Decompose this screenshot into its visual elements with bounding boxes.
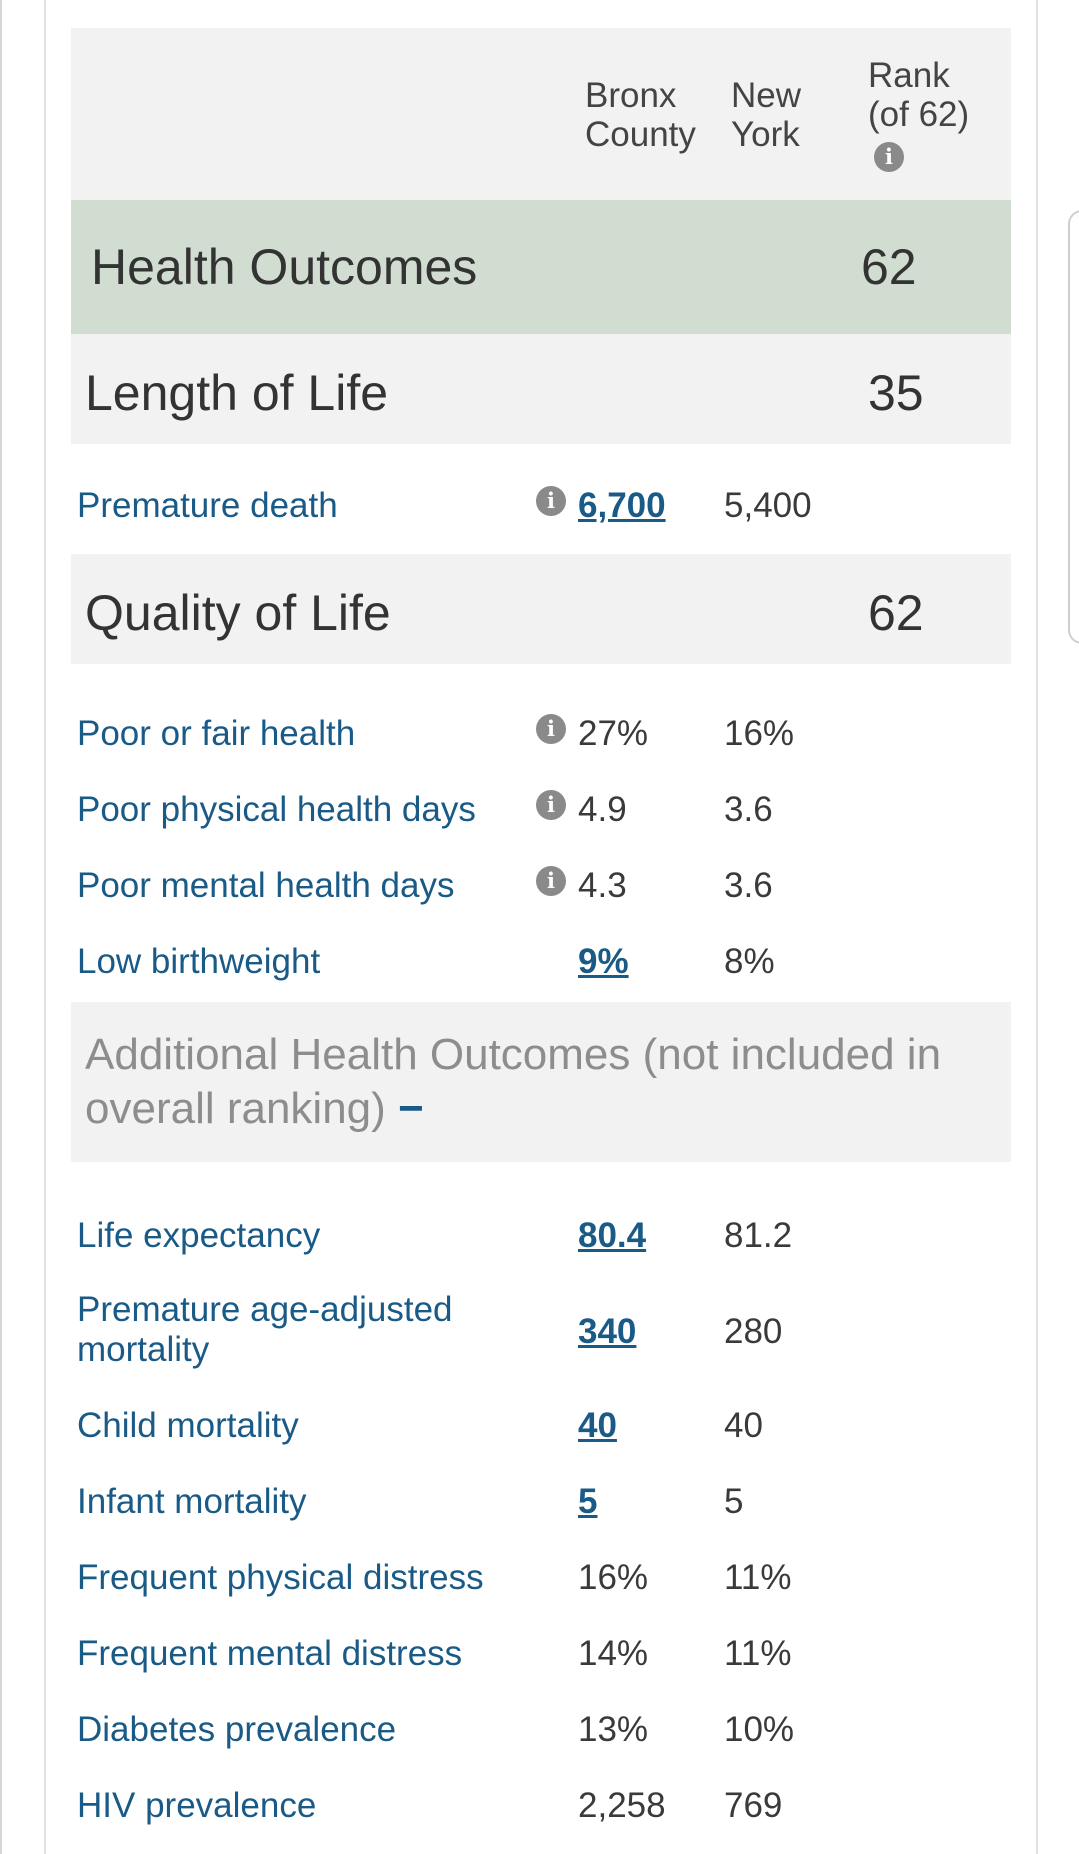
metric-row-hiv-prevalence: HIV prevalence 2,258 769 [0, 1786, 1079, 1846]
state-value: 3.6 [724, 866, 773, 905]
county-value: 14% [578, 1634, 649, 1673]
state-value: 10% [724, 1710, 795, 1749]
metric-row-frequent-mental-distress: Frequent mental distress 14% 11% [0, 1634, 1079, 1694]
additional-outcomes-header[interactable]: Additional Health Outcomes (not included… [71, 1002, 1011, 1162]
state-value: 81.2 [724, 1216, 793, 1255]
county-value: 13% [578, 1710, 649, 1749]
metric-row-infant-mortality: Infant mortality 5 5 [0, 1482, 1079, 1542]
metric-name[interactable]: Life expectancy [77, 1216, 321, 1255]
state-value: 5 [724, 1482, 744, 1521]
county-value: 4.3 [578, 866, 627, 905]
section-title: Quality of Life [85, 585, 391, 641]
metric-row-premature-death: Premature death i 6,700 5,400 [0, 486, 1079, 546]
state-value: 16% [724, 714, 795, 753]
metric-name[interactable]: Premature death [77, 486, 338, 525]
state-value: 8% [724, 942, 775, 981]
collapse-icon[interactable]: − [398, 1084, 424, 1133]
table-header: Bronx County New York Rank (of 62) i [71, 28, 1011, 200]
county-value: 2,258 [578, 1786, 666, 1825]
county-value-link[interactable]: 9% [578, 942, 629, 981]
info-icon[interactable]: i [536, 790, 566, 820]
county-value: 27% [578, 714, 649, 753]
section-rank: 35 [868, 365, 924, 421]
county-value: 4.9 [578, 790, 627, 829]
county-value-link[interactable]: 340 [578, 1312, 637, 1351]
metric-name[interactable]: Poor physical health days [77, 790, 476, 829]
metric-name[interactable]: Premature age-adjusted mortality [77, 1290, 453, 1369]
metric-name[interactable]: Frequent mental distress [77, 1634, 463, 1673]
side-drawer-handle[interactable] [1068, 210, 1079, 644]
metric-name[interactable]: Child mortality [77, 1406, 299, 1445]
metric-name[interactable]: Infant mortality [77, 1482, 307, 1521]
metric-row-poor-fair-health: Poor or fair health i 27% 16% [0, 714, 1079, 774]
metric-name[interactable]: HIV prevalence [77, 1786, 317, 1825]
county-value-link[interactable]: 40 [578, 1406, 617, 1445]
section-title: Length of Life [85, 365, 389, 421]
metric-row-diabetes-prevalence: Diabetes prevalence 13% 10% [0, 1710, 1079, 1770]
metric-name[interactable]: Frequent physical distress [77, 1558, 484, 1597]
section-rank: 62 [868, 585, 924, 641]
metric-name[interactable]: Poor or fair health [77, 714, 356, 753]
rank-info-icon[interactable]: i [874, 142, 904, 172]
quality-of-life-row[interactable]: Quality of Life 62 [71, 554, 1011, 664]
section-rank: 62 [861, 239, 917, 295]
state-value: 40 [724, 1406, 763, 1445]
section-title: Health Outcomes [91, 239, 478, 295]
metric-name[interactable]: Low birthweight [77, 942, 321, 981]
metric-row-poor-mental-days: Poor mental health days i 4.3 3.6 [0, 866, 1079, 926]
metric-row-life-expectancy: Life expectancy 80.4 81.2 [0, 1216, 1079, 1276]
county-column-header: Bronx County [585, 76, 696, 154]
metric-row-low-birthweight: Low birthweight 9% 8% [0, 942, 1079, 1002]
metric-name[interactable]: Diabetes prevalence [77, 1710, 397, 1749]
rank-column-header: Rank (of 62) [868, 56, 970, 134]
county-value: 16% [578, 1558, 649, 1597]
state-column-header: New York [731, 76, 802, 154]
state-value: 280 [724, 1312, 783, 1351]
info-icon[interactable]: i [536, 714, 566, 744]
metric-name[interactable]: Poor mental health days [77, 866, 455, 905]
state-value: 5,400 [724, 486, 812, 525]
metric-row-poor-physical-days: Poor physical health days i 4.9 3.6 [0, 790, 1079, 850]
state-value: 11% [724, 1558, 792, 1597]
county-value-link[interactable]: 6,700 [578, 486, 666, 525]
county-value-link[interactable]: 80.4 [578, 1216, 647, 1255]
state-value: 11% [724, 1634, 792, 1673]
state-value: 769 [724, 1786, 783, 1825]
length-of-life-row[interactable]: Length of Life 35 [71, 334, 1011, 444]
metric-row-child-mortality: Child mortality 40 40 [0, 1406, 1079, 1466]
health-outcomes-row[interactable]: Health Outcomes 62 [71, 200, 1011, 334]
state-value: 3.6 [724, 790, 773, 829]
left-edge-divider [0, 0, 2, 1854]
county-value-link[interactable]: 5 [578, 1482, 598, 1521]
info-icon[interactable]: i [536, 866, 566, 896]
info-icon[interactable]: i [536, 486, 566, 516]
metric-row-frequent-physical-distress: Frequent physical distress 16% 11% [0, 1558, 1079, 1618]
additional-outcomes-title: Additional Health Outcomes (not included… [85, 1030, 942, 1133]
metric-row-premature-age-adjusted: Premature age-adjusted mortality 340 280 [0, 1290, 1079, 1374]
